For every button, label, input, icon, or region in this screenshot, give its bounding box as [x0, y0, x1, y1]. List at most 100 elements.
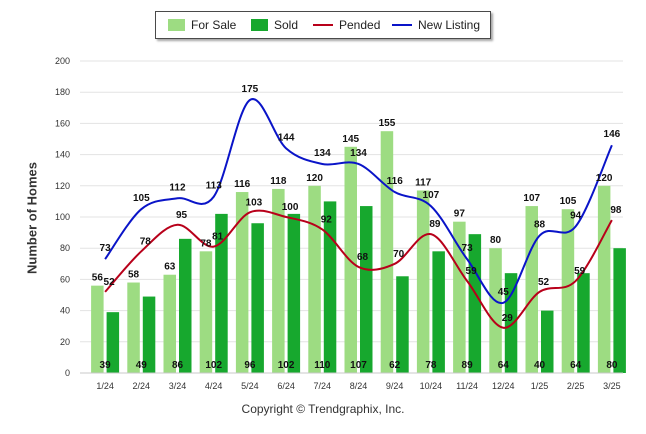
- x-tick-label: 10/24: [420, 381, 443, 391]
- data-label-new-listing: 146: [604, 129, 621, 140]
- data-label-sold: 96: [244, 360, 256, 371]
- data-label-for-sale: 118: [270, 176, 287, 187]
- data-label-pended: 29: [502, 313, 514, 324]
- bar-sold: [179, 238, 192, 373]
- x-tick-label: 3/25: [603, 381, 621, 391]
- bar-for-sale: [127, 282, 140, 373]
- bar-for-sale: [597, 185, 611, 373]
- data-label-pended: 81: [212, 232, 224, 243]
- data-label-pended: 95: [176, 210, 188, 221]
- legend-label-pended: Pended: [339, 18, 381, 32]
- data-label-sold: 62: [389, 360, 401, 371]
- data-label-new-listing: 94: [570, 210, 582, 221]
- legend-item-pended: Pended: [313, 12, 380, 38]
- y-tick-label: 80: [60, 243, 70, 253]
- x-tick-label: 11/24: [456, 381, 478, 391]
- x-tick-label: 1/24: [96, 381, 114, 391]
- data-label-new-listing: 105: [133, 193, 150, 204]
- data-label-for-sale: 145: [342, 134, 359, 145]
- data-label-new-listing: 116: [387, 176, 404, 187]
- data-label-sold: 78: [425, 360, 437, 371]
- x-tick-label: 9/24: [386, 381, 404, 391]
- legend-item-new-listing: New Listing: [392, 12, 480, 38]
- data-label-for-sale: 56: [92, 273, 104, 284]
- data-label-pended: 92: [321, 214, 333, 225]
- data-label-for-sale: 120: [306, 173, 323, 184]
- bar-for-sale: [308, 185, 321, 373]
- x-tick-label: 2/24: [133, 381, 151, 391]
- bar-sold: [142, 296, 156, 373]
- data-label-pended: 52: [104, 277, 116, 288]
- data-label-pended: 78: [140, 236, 152, 247]
- data-label-for-sale: 58: [128, 270, 140, 281]
- data-label-new-listing: 45: [498, 287, 510, 298]
- bar-sold: [215, 213, 228, 373]
- data-label-for-sale: 107: [523, 193, 540, 204]
- bar-for-sale: [453, 221, 466, 373]
- data-label-sold: 40: [534, 360, 546, 371]
- data-label-pended: 59: [466, 266, 478, 277]
- bar-for-sale: [489, 248, 502, 373]
- data-label-new-listing: 112: [169, 182, 186, 193]
- legend-swatch-sold: [251, 19, 268, 31]
- data-label-for-sale: 78: [200, 238, 212, 249]
- bar-sold: [251, 223, 264, 373]
- line-pended: [104, 209, 613, 329]
- legend-label-for-sale: For Sale: [191, 18, 237, 32]
- bar-sold: [287, 213, 301, 373]
- legend-item-for-sale: For Sale: [168, 12, 236, 38]
- data-label-sold: 86: [172, 360, 184, 371]
- data-label-sold: 39: [100, 360, 112, 371]
- data-label-pended: 100: [282, 202, 299, 213]
- data-label-pended: 103: [246, 197, 263, 208]
- y-tick-label: 0: [65, 368, 70, 378]
- data-label-new-listing: 134: [314, 148, 331, 159]
- bar-for-sale: [199, 251, 213, 373]
- x-tick-label: 2/25: [567, 381, 585, 391]
- bar-sold: [360, 206, 373, 373]
- data-label-new-listing: 107: [423, 190, 440, 201]
- bar-for-sale: [163, 274, 176, 373]
- bar-sold: [432, 251, 445, 373]
- data-label-sold: 102: [278, 360, 295, 371]
- data-label-for-sale: 117: [415, 177, 432, 188]
- data-label-pended: 52: [538, 277, 550, 288]
- bar-for-sale: [380, 131, 394, 373]
- line-new-listing: [104, 98, 613, 304]
- x-tick-label: 4/24: [205, 381, 223, 391]
- data-label-for-sale: 105: [560, 196, 577, 207]
- y-tick-label: 140: [55, 150, 70, 160]
- legend-swatch-new-listing: [392, 24, 412, 26]
- x-tick-label: 3/24: [169, 381, 187, 391]
- bars: [91, 131, 626, 373]
- chart-legend: For Sale Sold Pended New Listing: [155, 11, 491, 39]
- data-label-pended: 68: [357, 252, 369, 263]
- bar-for-sale: [272, 188, 285, 373]
- data-label-new-listing: 73: [100, 243, 112, 254]
- x-tick-label: 12/24: [492, 381, 515, 391]
- data-label-for-sale: 80: [490, 235, 502, 246]
- x-tick-label: 1/25: [531, 381, 549, 391]
- bar-for-sale: [525, 206, 538, 373]
- x-tick-label: 7/24: [314, 381, 332, 391]
- bar-for-sale: [416, 190, 430, 373]
- legend-swatch-pended: [313, 24, 333, 26]
- y-tick-label: 20: [60, 337, 70, 347]
- data-label-sold: 89: [462, 360, 474, 371]
- data-label-new-listing: 144: [278, 132, 295, 143]
- data-label-new-listing: 88: [534, 220, 546, 231]
- data-label-pended: 70: [393, 249, 405, 260]
- data-label-new-listing: 113: [206, 181, 223, 192]
- data-label-new-listing: 73: [462, 243, 474, 254]
- legend-item-sold: Sold: [251, 12, 298, 38]
- data-label-sold: 64: [498, 360, 510, 371]
- bar-sold: [106, 312, 120, 373]
- data-label-sold: 110: [314, 360, 331, 371]
- data-label-for-sale: 155: [379, 118, 396, 129]
- data-label-sold: 49: [136, 360, 148, 371]
- bar-for-sale: [91, 285, 104, 373]
- legend-label-new-listing: New Listing: [418, 18, 481, 32]
- y-tick-label: 160: [55, 118, 70, 128]
- bar-sold: [396, 276, 409, 373]
